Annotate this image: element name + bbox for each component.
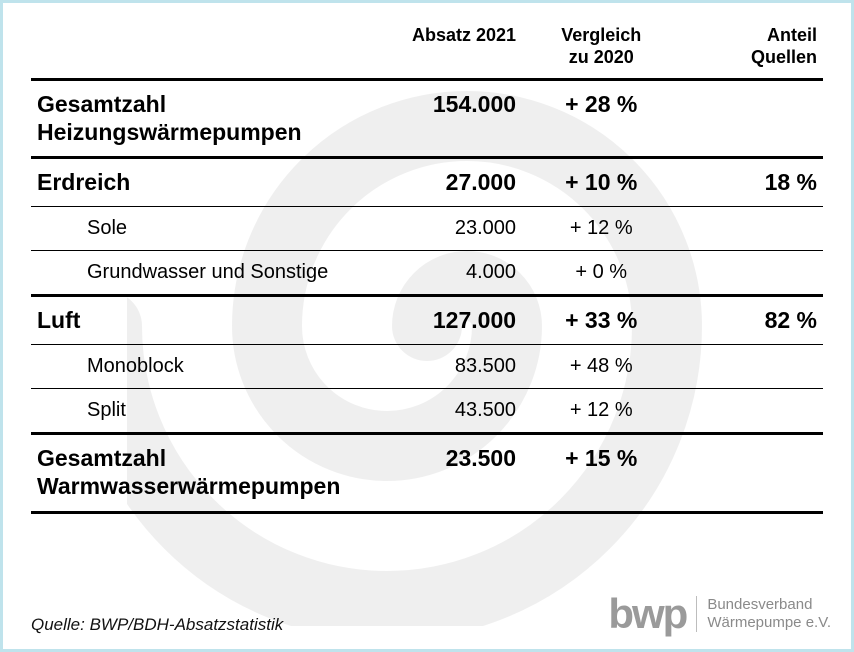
table-header-row: Absatz 2021 Vergleich zu 2020 Anteil Que… [31,21,823,80]
table-body: Gesamtzahl Heizungswärmepumpen154.000+ 2… [31,80,823,512]
cell-label: Sole [31,207,379,251]
cell-anteil [680,389,823,434]
cell-vergleich: + 12 % [522,389,680,434]
cell-absatz: 127.000 [379,296,522,345]
cell-vergleich: + 15 % [522,434,680,512]
cell-vergleich: + 28 % [522,80,680,158]
frame: Absatz 2021 Vergleich zu 2020 Anteil Que… [0,0,854,652]
cell-vergleich: + 0 % [522,251,680,296]
cell-vergleich: + 33 % [522,296,680,345]
cell-anteil [680,251,823,296]
cell-anteil [680,80,823,158]
cell-label: Gesamtzahl Heizungswärmepumpen [31,80,379,158]
header-vergleich: Vergleich zu 2020 [522,21,680,80]
logo: bwp Bundesverband Wärmepumpe e.V. [608,593,831,635]
cell-vergleich: + 12 % [522,207,680,251]
header-anteil: Anteil Quellen [680,21,823,80]
table-row: Sole23.000+ 12 % [31,207,823,251]
header-absatz: Absatz 2021 [379,21,522,80]
cell-absatz: 23.500 [379,434,522,512]
logo-mark: bwp [608,593,686,635]
table-container: Absatz 2021 Vergleich zu 2020 Anteil Que… [3,3,851,524]
cell-label: Erdreich [31,158,379,207]
cell-vergleich: + 10 % [522,158,680,207]
cell-vergleich: + 48 % [522,345,680,389]
footer: Quelle: BWP/BDH-Absatzstatistik bwp Bund… [31,593,831,635]
statistics-table: Absatz 2021 Vergleich zu 2020 Anteil Que… [31,21,823,514]
table-row: Gesamtzahl Heizungswärmepumpen154.000+ 2… [31,80,823,158]
cell-anteil [680,434,823,512]
cell-label: Gesamtzahl Warmwasserwärmepumpen [31,434,379,512]
cell-absatz: 27.000 [379,158,522,207]
header-label [31,21,379,80]
cell-label: Split [31,389,379,434]
cell-absatz: 83.500 [379,345,522,389]
cell-label: Grundwasser und Sonstige [31,251,379,296]
cell-anteil: 82 % [680,296,823,345]
cell-label: Monoblock [31,345,379,389]
table-row: Erdreich27.000+ 10 %18 % [31,158,823,207]
cell-anteil [680,207,823,251]
cell-absatz: 23.000 [379,207,522,251]
table-row: Monoblock83.500+ 48 % [31,345,823,389]
cell-anteil: 18 % [680,158,823,207]
cell-label: Luft [31,296,379,345]
source-text: Quelle: BWP/BDH-Absatzstatistik [31,615,283,635]
table-row: Gesamtzahl Warmwasserwärmepumpen23.500+ … [31,434,823,512]
table-row: Split43.500+ 12 % [31,389,823,434]
cell-absatz: 43.500 [379,389,522,434]
cell-absatz: 154.000 [379,80,522,158]
table-row: Luft127.000+ 33 %82 % [31,296,823,345]
logo-text: Bundesverband Wärmepumpe e.V. [696,596,831,632]
cell-anteil [680,345,823,389]
table-row: Grundwasser und Sonstige4.000+ 0 % [31,251,823,296]
cell-absatz: 4.000 [379,251,522,296]
